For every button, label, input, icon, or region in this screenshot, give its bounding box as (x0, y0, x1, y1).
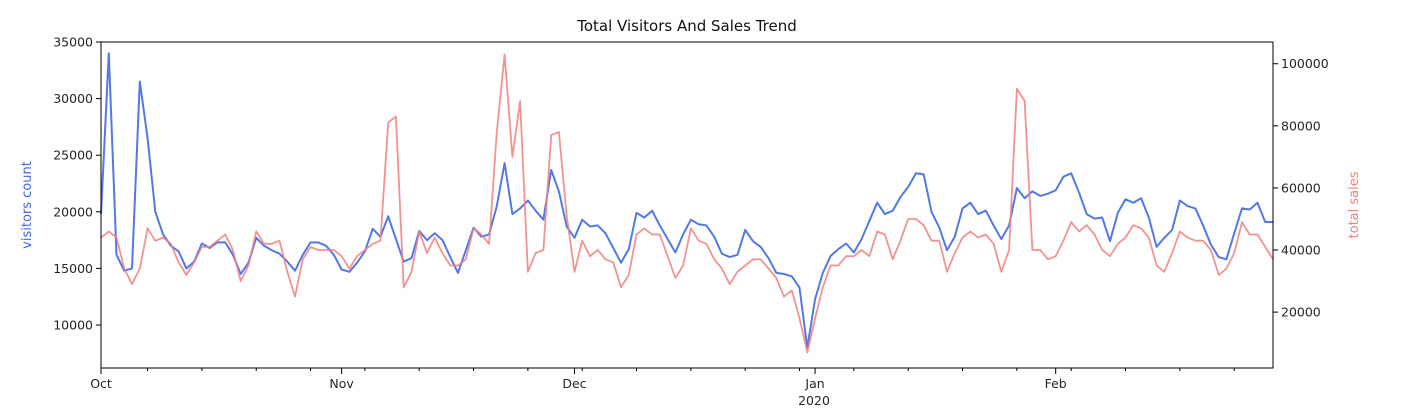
left-axis-title: visitors count (20, 161, 35, 249)
left-tick-label: 25000 (53, 148, 93, 163)
right-tick-label: 80000 (1281, 118, 1321, 133)
left-tick-label: 30000 (53, 91, 93, 106)
left-tick-label: 35000 (53, 35, 93, 50)
chart-title: Total Visitors And Sales Trend (576, 17, 797, 35)
right-y-axis: 20000 40000 60000 80000 100000 (1273, 56, 1329, 320)
x-tick-label: Feb (1045, 376, 1067, 391)
left-tick-label: 20000 (53, 204, 93, 219)
x-tick-label: Dec (562, 376, 586, 391)
x-year-label: 2020 (798, 393, 830, 408)
left-tick-label: 10000 (53, 317, 93, 332)
right-tick-label: 20000 (1281, 305, 1321, 320)
series-line-total-sales (100, 53, 1274, 354)
left-y-axis: 10000 15000 20000 25000 30000 35000 (53, 35, 101, 332)
right-tick-label: 60000 (1281, 180, 1321, 195)
right-axis-title: total sales (1347, 171, 1362, 238)
x-tick-label: Oct (90, 376, 112, 391)
series-line-visitors-count (100, 52, 1273, 349)
x-tick-label: Nov (329, 376, 354, 391)
left-tick-label: 15000 (53, 261, 93, 276)
plot-frame (100, 41, 1274, 369)
x-axis: Oct Nov Dec Jan Feb (90, 368, 1235, 391)
series-lines (100, 52, 1274, 354)
x-tick-label: Jan (804, 376, 824, 391)
right-tick-label: 100000 (1281, 56, 1329, 71)
right-tick-label: 40000 (1281, 243, 1321, 258)
